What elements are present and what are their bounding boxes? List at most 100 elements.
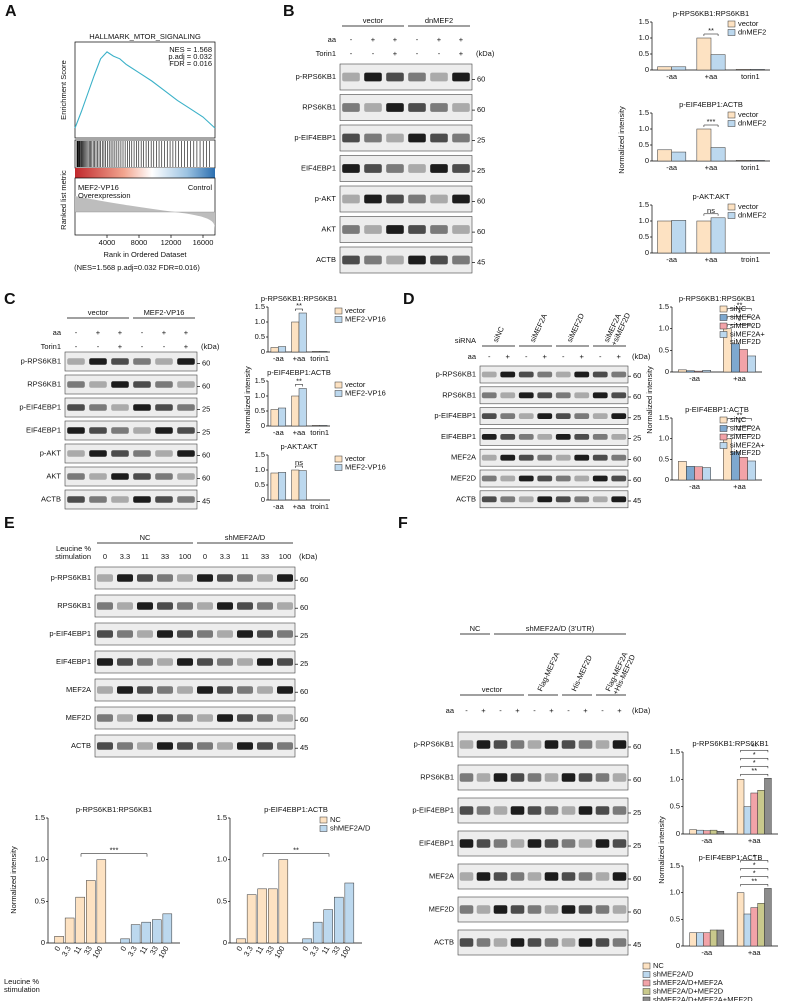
group-label: vector (363, 16, 384, 25)
blot-band (408, 164, 426, 173)
y-tick-label: 1.5 (639, 108, 649, 117)
legend-label: shMEF2A/D+MEF2D (653, 986, 724, 995)
blot-band (555, 392, 571, 399)
blot-band (476, 872, 491, 881)
bar (298, 312, 307, 353)
y-tick-label: 1.5 (35, 813, 45, 822)
legend-swatch (727, 212, 736, 219)
blot-band (592, 434, 608, 440)
blot-band (89, 496, 107, 503)
blot-band (277, 630, 293, 638)
condition-sign: 100 (179, 552, 192, 561)
x-tick-label: -aa (689, 374, 701, 383)
condition-sign: 33 (161, 552, 169, 561)
bar (747, 460, 756, 481)
blot-band (342, 225, 360, 234)
blot-strip (94, 706, 296, 730)
blot-band (111, 496, 129, 503)
blot-band (527, 905, 542, 914)
bar (689, 932, 697, 947)
group-label: vector (482, 685, 503, 694)
blot-band (237, 714, 253, 722)
x-tick-label: 0 (118, 944, 128, 952)
condition-sign: + (393, 49, 398, 58)
y-tick-label: 0.5 (255, 480, 265, 489)
bar (678, 369, 687, 373)
bar (311, 351, 320, 353)
significance-bracket (740, 884, 769, 887)
y-tick-label: 0 (261, 347, 265, 356)
axis-label: Leucine % (4, 977, 39, 986)
blot-band (67, 427, 85, 434)
bar (689, 829, 697, 835)
condition-sign: + (393, 35, 398, 44)
row-label: p-EIF4EBP1 (19, 402, 61, 411)
significance-label: * (753, 860, 756, 869)
x-tick-label: 33 (330, 944, 342, 956)
blot-band (133, 450, 151, 457)
legend-swatch (727, 29, 736, 36)
blot-band (459, 839, 474, 848)
condition-sign: 3.3 (120, 552, 130, 561)
significance-bracket (703, 33, 719, 36)
bar (703, 830, 711, 835)
bar (323, 909, 333, 944)
blot-band (595, 905, 610, 914)
x-tick-label: +aa (705, 255, 719, 264)
blot-band (527, 938, 542, 947)
blot-band (133, 404, 151, 411)
size-marker: 25 (477, 136, 485, 145)
significance-label: *** (110, 846, 119, 855)
chart-title: p-EIF4EBP1:ACTB (267, 368, 331, 377)
bar (671, 220, 687, 254)
blot-band (592, 475, 608, 482)
bar (750, 907, 758, 947)
condition-sign: + (617, 706, 622, 715)
x-tick-label: -aa (689, 482, 701, 491)
blot-band (157, 630, 173, 638)
legend-label: siMEF2D (730, 448, 761, 457)
condition-sign: + (184, 342, 189, 351)
blot-band (561, 839, 576, 848)
blot-band (277, 574, 293, 582)
size-marker: 60 (633, 371, 641, 380)
blot-strip (339, 63, 473, 91)
x-tick-label: -aa (666, 163, 678, 172)
row-label: RPS6KB1 (57, 601, 91, 610)
x-tick-label: 11 (254, 944, 266, 955)
condition-sign: 0 (203, 552, 207, 561)
condition-sign: + (459, 49, 464, 58)
x-tick-label: torin1 (741, 163, 760, 172)
blot-strip (64, 443, 198, 464)
blot-band (493, 938, 508, 947)
significance-bracket (727, 426, 752, 429)
row-label: MEF2D (66, 713, 92, 722)
y-tick-label: 1.5 (670, 747, 680, 756)
blot-strip (339, 216, 473, 243)
blot-band (537, 413, 553, 419)
blot-band (364, 133, 382, 143)
x-tick-label: 12000 (161, 238, 182, 247)
x-tick-label: +aa (748, 836, 762, 845)
blot-band (518, 392, 534, 399)
blot-band (155, 358, 173, 365)
condition-sign: + (580, 352, 585, 361)
significance-label: * (753, 750, 756, 759)
legend-swatch (319, 825, 328, 832)
size-marker: 60 (633, 907, 641, 916)
bar (657, 220, 672, 254)
y-tick-label: 0 (645, 65, 649, 74)
x-tick-label: 33 (82, 944, 94, 956)
chart-title: p-AKT:AKT (280, 442, 318, 451)
chart-title: p-EIF4EBP1:ACTB (685, 405, 749, 414)
blot-band (217, 602, 233, 610)
blot-band (574, 413, 590, 419)
y-tick-label: 0.5 (639, 140, 649, 149)
blot-band (500, 413, 516, 419)
x-tick-label: -aa (701, 948, 713, 957)
y-tick-label: 1.0 (255, 317, 265, 326)
size-marker: 45 (300, 743, 308, 752)
blot-band (574, 434, 590, 440)
x-tick-label: troin1 (741, 255, 760, 264)
row-label: p-EIF4EBP1 (294, 133, 336, 142)
